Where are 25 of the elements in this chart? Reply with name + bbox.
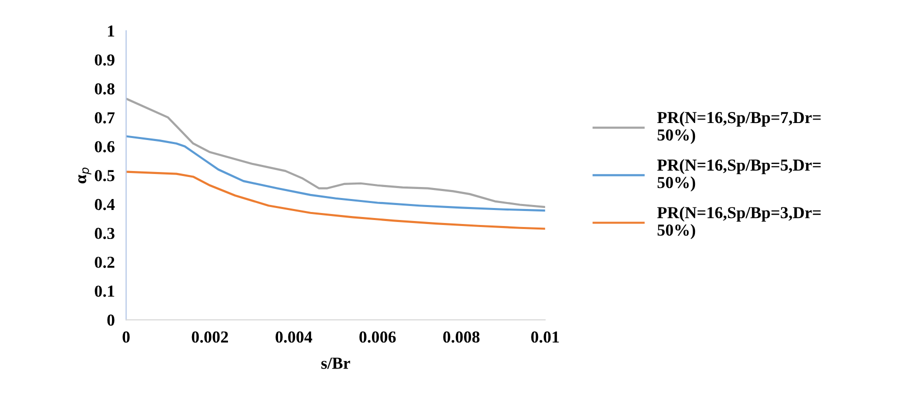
x-axis-title: s/Br (321, 358, 350, 369)
line-series (126, 135, 546, 212)
x-tick-label: 0.002 (192, 331, 228, 343)
x-tick-label: 0.008 (443, 331, 480, 343)
line-series (126, 170, 546, 230)
y-tick-label: 0.2 (94, 256, 114, 268)
x-tick-label: 0 (122, 331, 130, 343)
legend-label: PR(N=16,Sp/Bp=5,Dr= 50%) (657, 159, 821, 192)
x-tick-label: 0.006 (359, 331, 396, 343)
y-tick-label: 0.3 (94, 228, 114, 240)
x-tick-label: 0.01 (531, 331, 559, 343)
y-tick-label: 0.7 (94, 112, 115, 124)
y-tick-label: 0.9 (94, 54, 114, 66)
y-axis-title: α$_{p}$ (78, 168, 92, 184)
y-tick-label: 0 (107, 314, 114, 326)
legend-label: PR(N=16,Sp/Bp=3,Dr= 50%) (657, 206, 821, 240)
x-tick-label: 0.004 (276, 331, 312, 343)
y-tick-label: 0.1 (94, 286, 114, 297)
y-tick-label: 0.4 (94, 198, 115, 210)
y-tick-label: 0.8 (94, 83, 114, 95)
line-series (126, 98, 546, 208)
y-tick-label: 0.5 (94, 170, 114, 182)
y-tick-label: 0.6 (94, 141, 115, 152)
y-tick-label: 1 (108, 26, 114, 37)
legend-label: PR(N=16,Sp/Bp=7,Dr= 50%) (657, 111, 821, 144)
